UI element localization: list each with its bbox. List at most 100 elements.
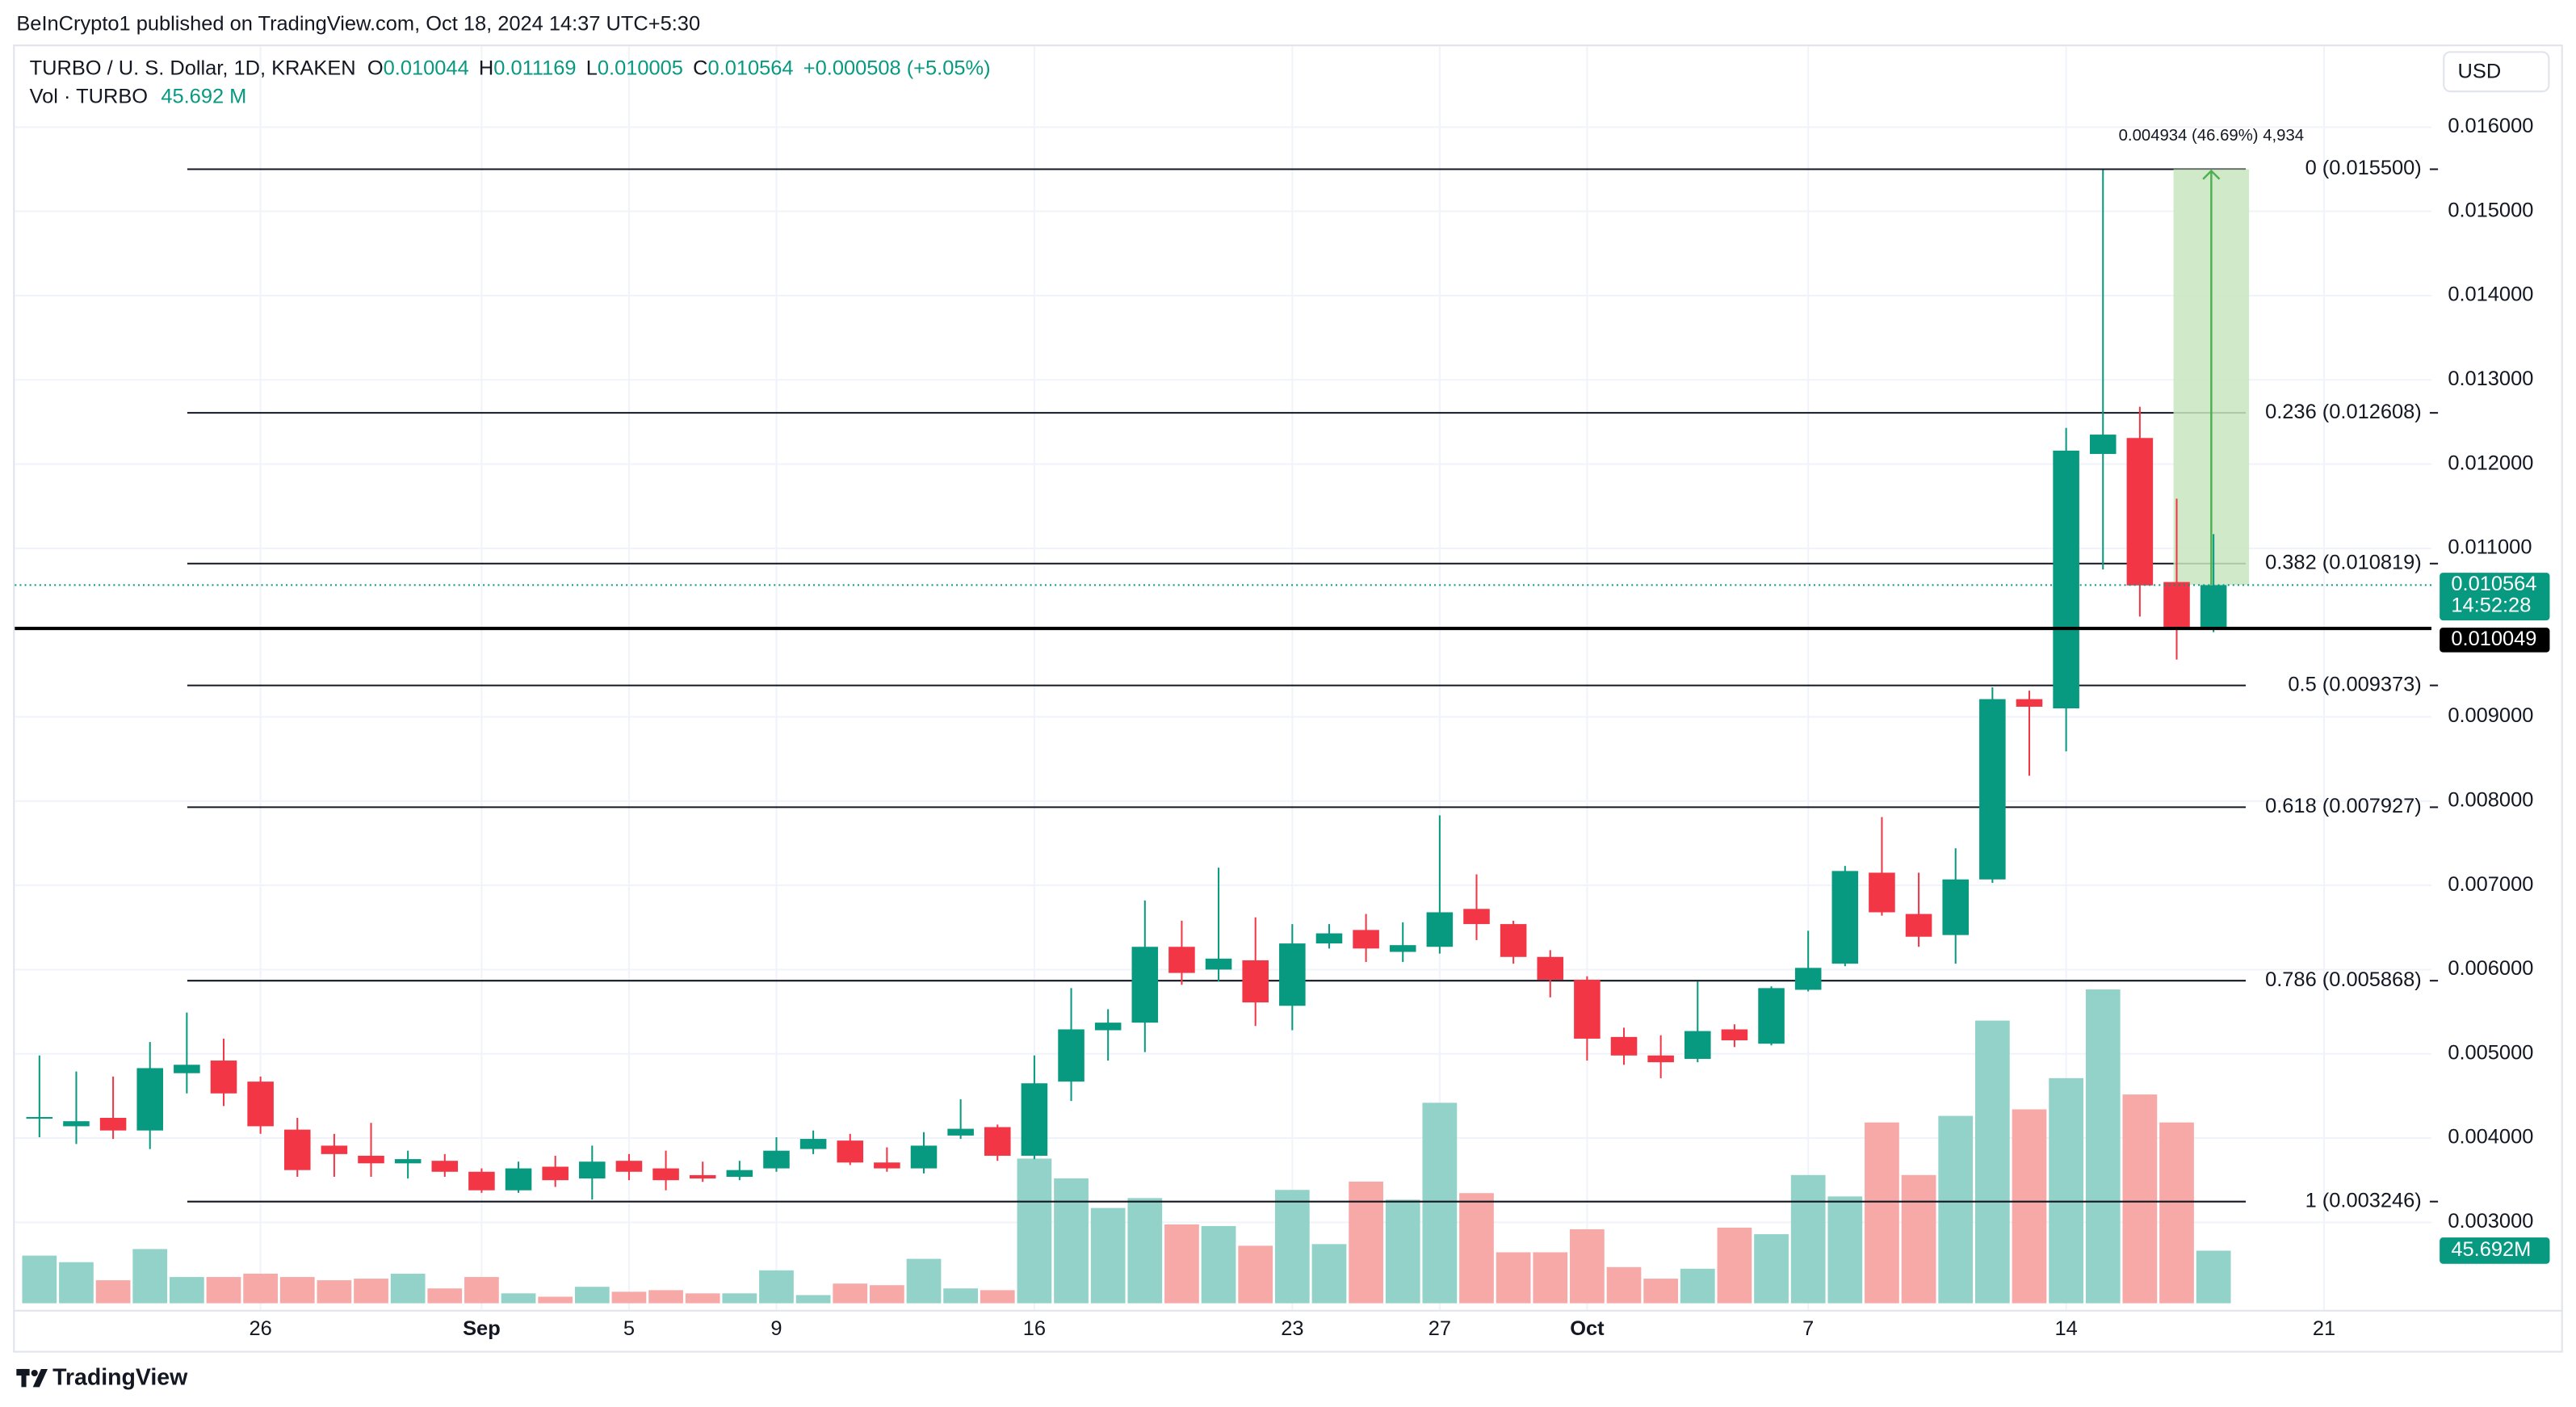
- y-tick-label: 0.015000: [2448, 199, 2533, 221]
- fib-label: 1 (0.003246): [2305, 1189, 2422, 1212]
- candle-body: [1794, 968, 1822, 990]
- countdown-label: 14:52:28: [2451, 594, 2531, 617]
- brand-logo: [16, 1368, 48, 1388]
- volume-bar: [206, 1277, 241, 1304]
- candle-body: [1905, 914, 1932, 937]
- volume-bar: [980, 1290, 1015, 1304]
- fib-label: 0.618 (0.007927): [2265, 795, 2422, 817]
- candle-body: [579, 1161, 606, 1179]
- volume-bar: [354, 1279, 388, 1304]
- candle-body: [136, 1068, 163, 1131]
- horizontal-line-label: 0.010049: [2451, 628, 2536, 650]
- volume-bar: [1533, 1252, 1568, 1304]
- volume-bar: [538, 1296, 573, 1304]
- volume-bar: [722, 1293, 757, 1304]
- measure-layer: 0.004934 (46.69%) 4,934: [2119, 127, 2304, 586]
- candle-body: [247, 1082, 274, 1127]
- volume-layer: [22, 989, 2231, 1304]
- chart-frame: [13, 44, 2563, 1353]
- volume-bar: [1865, 1122, 1899, 1304]
- volume-bar: [1311, 1244, 1347, 1304]
- candle-body: [1979, 699, 2006, 880]
- publisher: BeInCrypto1 published on TradingView.com…: [16, 12, 700, 35]
- candle-body: [1279, 943, 1306, 1006]
- volume-bar: [132, 1249, 168, 1304]
- volume-bar: [1459, 1193, 1494, 1304]
- last-price-box: [2440, 573, 2550, 621]
- volume-bar: [2012, 1109, 2047, 1304]
- volume-bar: [1164, 1224, 1199, 1304]
- volume-bar: [1017, 1158, 1052, 1304]
- y-tick-label: 0.014000: [2448, 284, 2533, 306]
- volume-bar: [759, 1270, 794, 1304]
- grid-layer: [15, 46, 2431, 1310]
- logo-dot: [31, 1369, 38, 1377]
- candle-body: [947, 1128, 974, 1136]
- volume-label: Vol · TURBO: [30, 85, 148, 107]
- volume-bar: [1680, 1268, 1715, 1304]
- volume-bar: [279, 1277, 315, 1304]
- volume-bar: [501, 1293, 536, 1304]
- x-tick-label: 26: [249, 1317, 271, 1340]
- x-tick-label: Sep: [463, 1317, 501, 1340]
- y-tick-label: 0.004000: [2448, 1126, 2533, 1149]
- fib-label: 0 (0.015500): [2305, 157, 2422, 179]
- volume-label-box: [2440, 1237, 2550, 1264]
- candle-body: [26, 1116, 53, 1119]
- volume-bar: [390, 1273, 426, 1304]
- candle-body: [283, 1129, 311, 1170]
- volume-bar: [833, 1283, 868, 1304]
- open-label: O: [367, 57, 384, 79]
- candle-body: [358, 1155, 384, 1164]
- volume-bar: [1790, 1174, 1826, 1304]
- candle-body: [652, 1168, 679, 1181]
- logo-slash: [32, 1368, 48, 1388]
- measure-label: 0.004934 (46.69%) 4,934: [2119, 127, 2304, 145]
- candle-body: [763, 1150, 790, 1169]
- candle-body: [910, 1145, 938, 1169]
- high-value: 0.011169: [493, 57, 576, 79]
- candle-body: [2163, 582, 2190, 628]
- candle-body: [1426, 912, 1454, 947]
- candle-body: [321, 1145, 348, 1154]
- legend-ohlc: TURBO / U. S. Dollar, 1D, KRAKEN O0.01004…: [30, 57, 991, 79]
- candle-body: [1021, 1083, 1048, 1156]
- candle-body: [174, 1065, 200, 1073]
- volume-bar: [427, 1288, 463, 1304]
- candle-body: [431, 1161, 459, 1172]
- volume-bar: [2049, 1077, 2083, 1304]
- x-tick-label: 7: [1802, 1317, 1814, 1340]
- volume-bar: [1054, 1178, 1089, 1304]
- y-tick-label: 0.005000: [2448, 1041, 2533, 1064]
- volume-bar: [1570, 1228, 1605, 1304]
- volume-bar: [1090, 1208, 1126, 1304]
- volume-value: 45.692 M: [161, 85, 246, 107]
- x-tick-label: 27: [1429, 1317, 1451, 1340]
- volume-bar: [611, 1292, 647, 1304]
- candle-body: [2200, 585, 2227, 629]
- volume-bar: [1496, 1252, 1531, 1304]
- candle-body: [1831, 871, 1859, 964]
- candle-body: [1500, 924, 1527, 957]
- currency[interactable]: USD: [2458, 60, 2502, 82]
- y-tick-label: 0.012000: [2448, 452, 2533, 474]
- candle-body: [2089, 435, 2117, 455]
- currency-button[interactable]: [2443, 51, 2550, 93]
- candle-body: [2053, 450, 2079, 709]
- volume-bar: [317, 1280, 352, 1304]
- volume-bar: [1127, 1198, 1163, 1304]
- volume-bar: [1238, 1245, 1273, 1304]
- axis-layer: 0.003000 0.004000 0.005000 0.006000 0.007000…: [249, 115, 2550, 1340]
- high-label: H: [479, 57, 493, 79]
- candle-body: [1610, 1036, 1638, 1056]
- measure-arrow-head: [2202, 169, 2221, 180]
- volume-bar: [1827, 1196, 1863, 1304]
- candle-body: [689, 1174, 716, 1179]
- candle-body: [1684, 1031, 1711, 1059]
- candle-body: [874, 1162, 900, 1169]
- candle-layer: [26, 170, 2227, 1200]
- last-price-label: 0.010564: [2451, 573, 2536, 595]
- volume-bar: [943, 1288, 978, 1304]
